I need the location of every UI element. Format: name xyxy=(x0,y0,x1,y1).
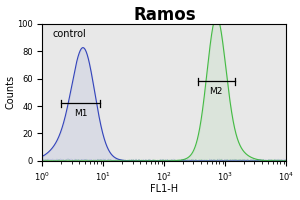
Title: Ramos: Ramos xyxy=(133,6,196,24)
Text: M1: M1 xyxy=(74,109,87,118)
Y-axis label: Counts: Counts xyxy=(6,75,16,109)
X-axis label: FL1-H: FL1-H xyxy=(150,184,178,194)
Text: M2: M2 xyxy=(209,87,223,96)
Text: control: control xyxy=(52,29,86,39)
